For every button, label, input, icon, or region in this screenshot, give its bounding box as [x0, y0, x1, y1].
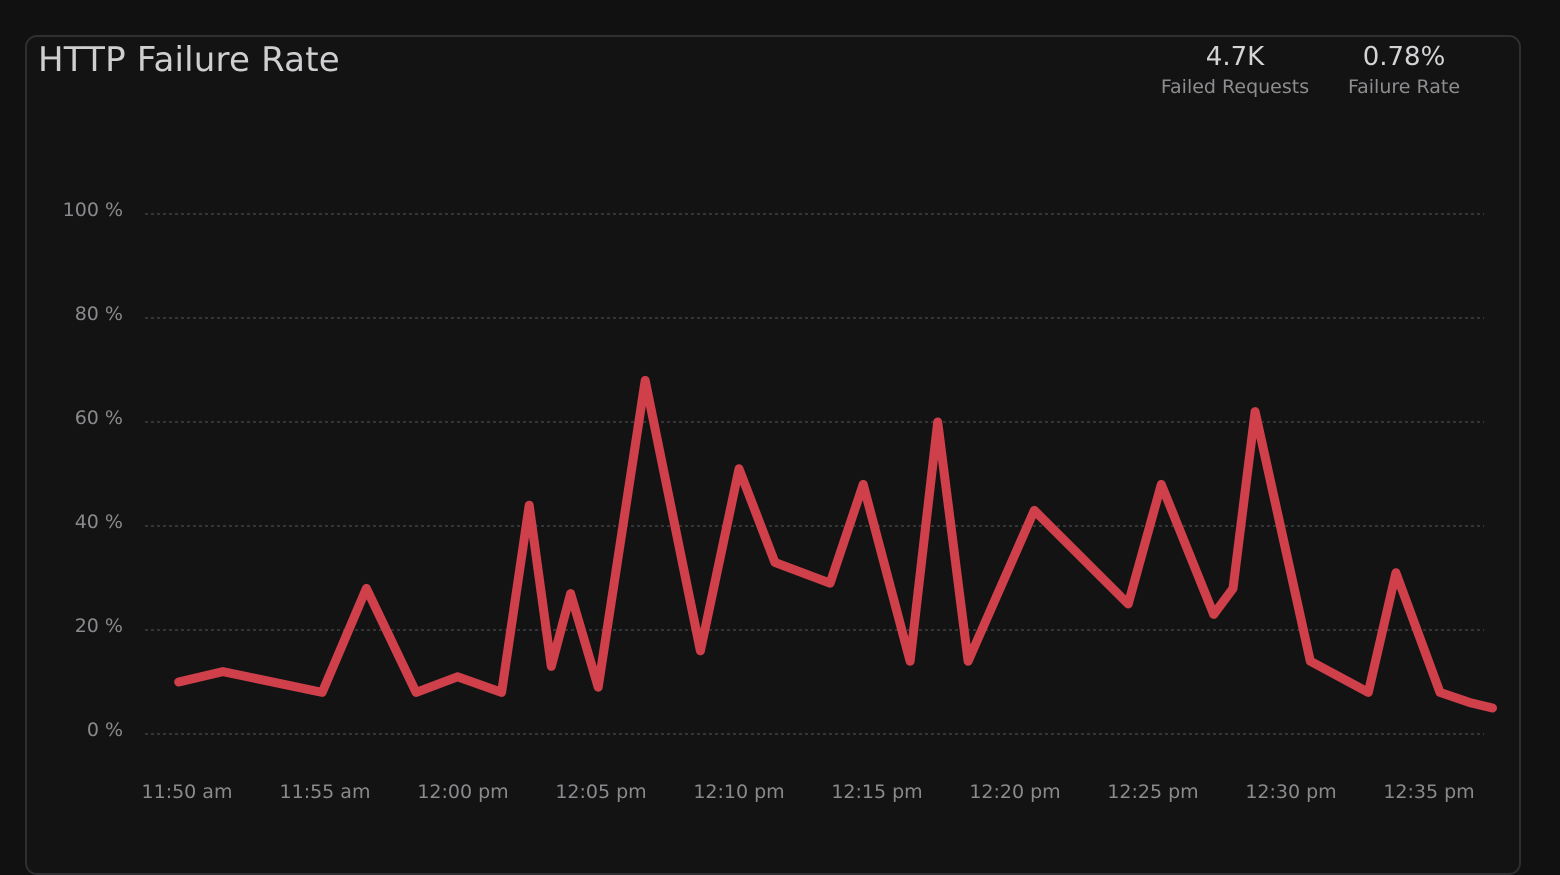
data-point [641, 376, 650, 385]
y-tick-label: 40 % [75, 511, 123, 533]
data-point [1466, 698, 1475, 707]
data-point [1488, 704, 1497, 712]
panel-title: HTTP Failure Rate [38, 40, 340, 80]
data-point [1364, 688, 1373, 697]
data-point [547, 662, 556, 671]
data-point [1030, 506, 1039, 515]
data-point [696, 646, 705, 655]
stat-failure-rate-value: 0.78% [1362, 42, 1446, 72]
data-point [770, 558, 779, 567]
data-point [826, 579, 835, 588]
data-point [735, 464, 743, 473]
data-point [1124, 600, 1133, 608]
x-tick-label: 12:35 pm [1383, 781, 1474, 803]
y-tick-label: 80 % [75, 303, 123, 325]
data-point [1436, 688, 1445, 697]
stat-failure-rate-label: Failure Rate [1347, 76, 1461, 98]
data-point [906, 657, 915, 666]
x-tick-label: 12:25 pm [1107, 781, 1198, 803]
data-point [362, 584, 371, 593]
y-tick-label: 60 % [75, 407, 123, 429]
chart-panel [25, 35, 1521, 875]
stat-failed-requests-label: Failed Requests [1160, 76, 1310, 98]
data-point [594, 683, 603, 692]
data-point [1306, 657, 1315, 666]
data-point [1251, 407, 1260, 416]
x-tick-label: 12:30 pm [1245, 781, 1336, 803]
data-point [1229, 584, 1238, 593]
data-point [497, 688, 506, 697]
data-point [218, 667, 227, 676]
data-point [859, 480, 868, 489]
stat-failure-rate: 0.78% Failure Rate [1342, 40, 1466, 100]
x-tick-label: 12:00 pm [417, 781, 508, 803]
data-point [174, 678, 183, 686]
data-point [1157, 480, 1166, 489]
series-line [174, 375, 1497, 713]
data-point [318, 688, 327, 697]
y-tick-label: 20 % [75, 615, 123, 637]
data-point [453, 672, 462, 681]
x-tick-label: 11:50 am [142, 781, 233, 803]
data-point [525, 501, 534, 510]
stat-failed-requests: 4.7K Failed Requests [1160, 40, 1310, 100]
data-point [964, 657, 973, 666]
data-point [1209, 610, 1218, 619]
y-tick-label: 0 % [87, 719, 123, 741]
data-point [566, 589, 575, 598]
x-tick-label: 12:15 pm [831, 781, 922, 803]
y-tick-label: 100 % [63, 199, 123, 221]
x-tick-label: 12:05 pm [555, 781, 646, 803]
x-tick-label: 12:10 pm [693, 781, 784, 803]
stat-failed-requests-value: 4.7K [1205, 42, 1265, 72]
x-tick-label: 12:20 pm [969, 781, 1060, 803]
data-point [933, 418, 942, 426]
data-point [1391, 568, 1400, 577]
x-tick-label: 11:55 am [280, 781, 371, 803]
data-point [412, 688, 421, 697]
